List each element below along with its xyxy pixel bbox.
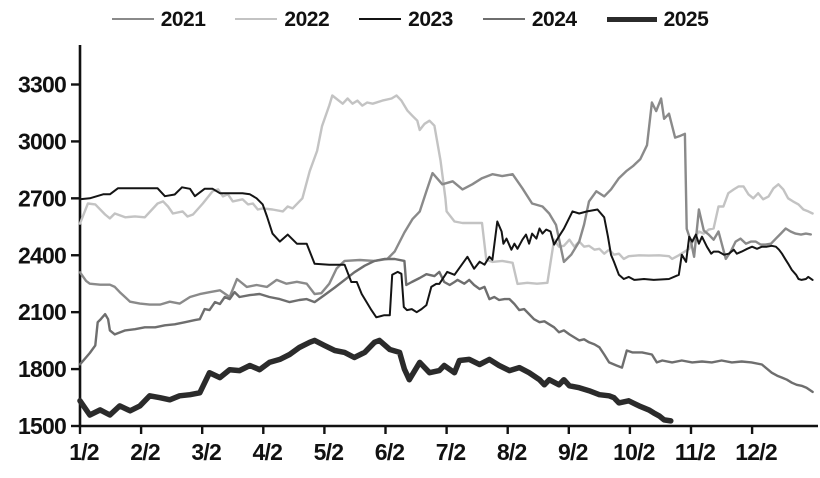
series-line-2024 bbox=[78, 257, 814, 394]
y-tick-label: 3000 bbox=[18, 128, 66, 154]
legend-label-2021: 2021 bbox=[160, 7, 206, 31]
legend-swatch-2021 bbox=[111, 18, 154, 20]
y-tick-label: 3300 bbox=[18, 72, 66, 98]
legend-label-2024: 2024 bbox=[531, 7, 577, 31]
y-tick-label: 2700 bbox=[18, 185, 66, 211]
x-tick-label: 2/2 bbox=[130, 439, 160, 465]
y-tick-label: 2100 bbox=[18, 299, 66, 325]
chart-legend: 2021 2022 2023 2024 2025 bbox=[0, 4, 820, 34]
y-tick-label: 1500 bbox=[18, 413, 66, 439]
x-tick-label: 8/2 bbox=[497, 439, 527, 465]
legend-item-2023: 2023 bbox=[359, 9, 453, 30]
legend-item-2024: 2024 bbox=[482, 7, 577, 31]
series-line-2023 bbox=[79, 186, 814, 319]
x-tick-label: 10/2 bbox=[613, 439, 655, 465]
legend-swatch-2025 bbox=[606, 16, 657, 22]
legend-label-2022: 2022 bbox=[284, 7, 330, 31]
x-tick-label: 12/2 bbox=[735, 439, 777, 465]
x-tick-label: 5/2 bbox=[314, 439, 344, 465]
legend-swatch-2023 bbox=[359, 18, 402, 20]
x-tick-label: 11/2 bbox=[675, 439, 715, 465]
x-tick-label: 9/2 bbox=[558, 439, 588, 465]
legend-label-2025: 2025 bbox=[663, 7, 709, 31]
x-tick-label: 1/2 bbox=[69, 439, 99, 465]
legend-item-2025: 2025 bbox=[606, 7, 709, 31]
legend-label-2023: 2023 bbox=[408, 7, 453, 31]
x-tick-label: 7/2 bbox=[436, 439, 466, 465]
legend-swatch-2022 bbox=[235, 18, 278, 20]
x-tick-label: 4/2 bbox=[253, 439, 283, 465]
series-line-2025 bbox=[77, 337, 674, 424]
series-line-2022 bbox=[78, 94, 814, 286]
legend-item-2021: 2021 bbox=[111, 7, 206, 31]
x-tick-label: 6/2 bbox=[375, 439, 405, 465]
y-tick-label: 2400 bbox=[18, 242, 66, 268]
y-tick-label: 1800 bbox=[18, 356, 66, 382]
legend-item-2022: 2022 bbox=[235, 7, 330, 31]
legend-swatch-2024 bbox=[482, 18, 525, 20]
x-tick-label: 3/2 bbox=[191, 439, 221, 465]
series-line-2021 bbox=[78, 97, 812, 306]
